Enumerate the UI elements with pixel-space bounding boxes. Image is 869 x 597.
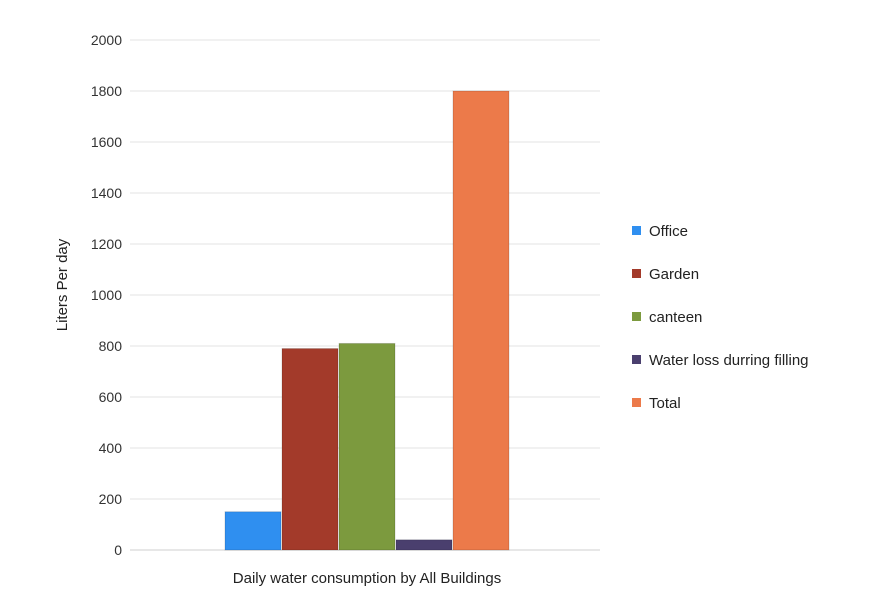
bar-office (224, 511, 282, 551)
legend-label: Garden (649, 266, 699, 283)
y-axis-label: Liters Per day (54, 238, 71, 331)
legend-swatch (632, 312, 641, 321)
y-tick-label: 400 (99, 440, 123, 456)
legend-swatch (632, 269, 641, 278)
y-tick-label: 0 (114, 542, 122, 558)
bars (224, 90, 510, 551)
legend-label: Water loss durring filling (649, 352, 809, 369)
y-tick-label: 800 (99, 338, 123, 354)
legend-label: canteen (649, 309, 702, 326)
bar-canteen (338, 342, 396, 551)
y-tick-label: 2000 (91, 32, 122, 48)
y-tick-label: 200 (99, 491, 123, 507)
y-tick-label: 1400 (91, 185, 122, 201)
legend-swatch (632, 398, 641, 407)
y-tick-label: 1200 (91, 236, 122, 252)
y-axis-ticks: 0 200 400 600 800 1000 1200 1400 1600 1800 2000 (91, 32, 122, 558)
y-tick-label: 1600 (91, 134, 122, 150)
y-tick-label: 1800 (91, 83, 122, 99)
legend-swatch (632, 355, 641, 364)
bar-water-loss-durring-filling (395, 539, 453, 551)
bar-garden (281, 348, 339, 551)
gridlines (130, 39, 600, 551)
legend-label: Total (649, 395, 681, 412)
legend: Office Garden canteen Water loss durring fi… (632, 223, 809, 412)
y-tick-label: 600 (99, 389, 123, 405)
y-tick-label: 1000 (91, 287, 122, 303)
legend-label: Office (649, 223, 688, 240)
bar-total (452, 90, 510, 551)
x-axis-label: Daily water consumption by All Buildings (233, 570, 501, 587)
legend-swatch (632, 226, 641, 235)
